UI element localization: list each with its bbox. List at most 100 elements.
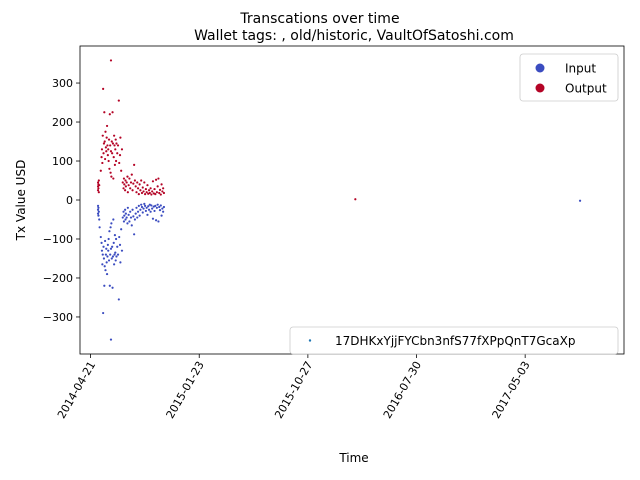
output-point: [111, 152, 114, 155]
output-point: [142, 190, 145, 193]
output-point: [153, 187, 156, 191]
output-point: [129, 187, 132, 190]
input-point: [135, 206, 138, 209]
output-point: [112, 177, 115, 180]
output-point: [105, 136, 108, 139]
output-point: [104, 157, 107, 161]
input-point: [98, 218, 101, 221]
input-point: [111, 245, 114, 248]
output-point: [106, 144, 109, 147]
output-point: [138, 183, 141, 186]
input-point: [578, 199, 582, 202]
output-point: [146, 184, 149, 187]
input-point: [124, 212, 127, 215]
input-point: [115, 255, 118, 258]
input-point: [118, 235, 121, 239]
output-point: [126, 191, 129, 194]
y-axis: −300 −200 −100 0 100 200 300: [43, 77, 80, 324]
input-point: [160, 214, 163, 217]
input-point: [104, 253, 107, 256]
input-point: [117, 298, 120, 301]
input-point: [122, 220, 126, 223]
output-point: [97, 187, 100, 190]
output-point: [110, 140, 113, 143]
input-point: [134, 212, 137, 215]
output-point: [112, 156, 115, 159]
output-point: [109, 150, 113, 153]
input-point: [139, 208, 142, 211]
output-point: [144, 193, 147, 196]
output-point: [105, 124, 109, 128]
input-point: [121, 216, 124, 219]
x-tick-label: 2015-10-27: [272, 359, 315, 421]
input-point: [107, 259, 111, 262]
legend-wallet: 17DHKxYjjFYCbn3nfS77fXPpQnT7GcaXp: [289, 326, 619, 355]
y-tick-label: 0: [66, 194, 73, 207]
legend-box: [519, 53, 619, 102]
y-tick-label: 200: [52, 116, 73, 129]
output-point: [137, 193, 140, 196]
input-point: [129, 210, 132, 213]
input-point: [154, 219, 158, 222]
input-point: [114, 251, 117, 254]
input-point: [97, 206, 100, 209]
input-point: [100, 249, 104, 252]
input-point: [96, 204, 100, 207]
input-point: [136, 216, 139, 219]
output-point: [139, 189, 142, 192]
output-point: [151, 190, 154, 193]
output-point: [117, 99, 120, 102]
input-point: [113, 253, 116, 256]
output-point: [113, 163, 117, 167]
input-point: [106, 243, 109, 246]
output-point: [106, 154, 109, 157]
output-point: [97, 191, 100, 194]
input-point: [127, 213, 130, 216]
input-point: [108, 284, 111, 287]
data-points: [96, 59, 582, 341]
output-point: [144, 187, 147, 191]
input-point: [97, 214, 100, 217]
chart-title: Transcations over time: [239, 11, 399, 27]
output-point: [103, 111, 106, 114]
y-tick-label: −100: [43, 233, 73, 246]
output-point: [132, 182, 135, 185]
input-point: [123, 214, 126, 217]
input-point: [110, 257, 113, 260]
legend-marker: [535, 63, 545, 73]
output-point: [136, 181, 139, 184]
input-point: [140, 203, 143, 206]
output-point: [141, 186, 144, 189]
output-point: [150, 193, 153, 196]
input-point: [138, 214, 141, 217]
y-axis-label: Tx Value USD: [14, 160, 28, 242]
output-point: [122, 187, 125, 190]
output-point: [102, 142, 106, 145]
input-point: [103, 265, 106, 268]
output-point: [111, 111, 114, 114]
input-point: [156, 203, 159, 206]
output-point: [107, 148, 110, 151]
legend-marker: [308, 339, 312, 342]
output-point: [102, 87, 105, 90]
output-point: [126, 175, 129, 178]
output-point: [101, 134, 104, 137]
input-point: [112, 218, 115, 221]
input-point: [124, 218, 127, 221]
output-point: [105, 150, 108, 153]
output-point: [140, 179, 143, 182]
output-point: [100, 156, 103, 159]
y-tick-label: −200: [43, 272, 73, 285]
output-point: [154, 193, 157, 196]
input-point: [151, 217, 155, 220]
input-point: [151, 207, 154, 210]
output-point: [124, 185, 127, 188]
output-point: [101, 161, 104, 165]
input-point: [105, 261, 108, 264]
input-point: [133, 218, 137, 221]
output-point: [125, 181, 128, 184]
output-point: [131, 189, 134, 192]
output-point: [145, 191, 148, 194]
output-point: [99, 169, 102, 172]
